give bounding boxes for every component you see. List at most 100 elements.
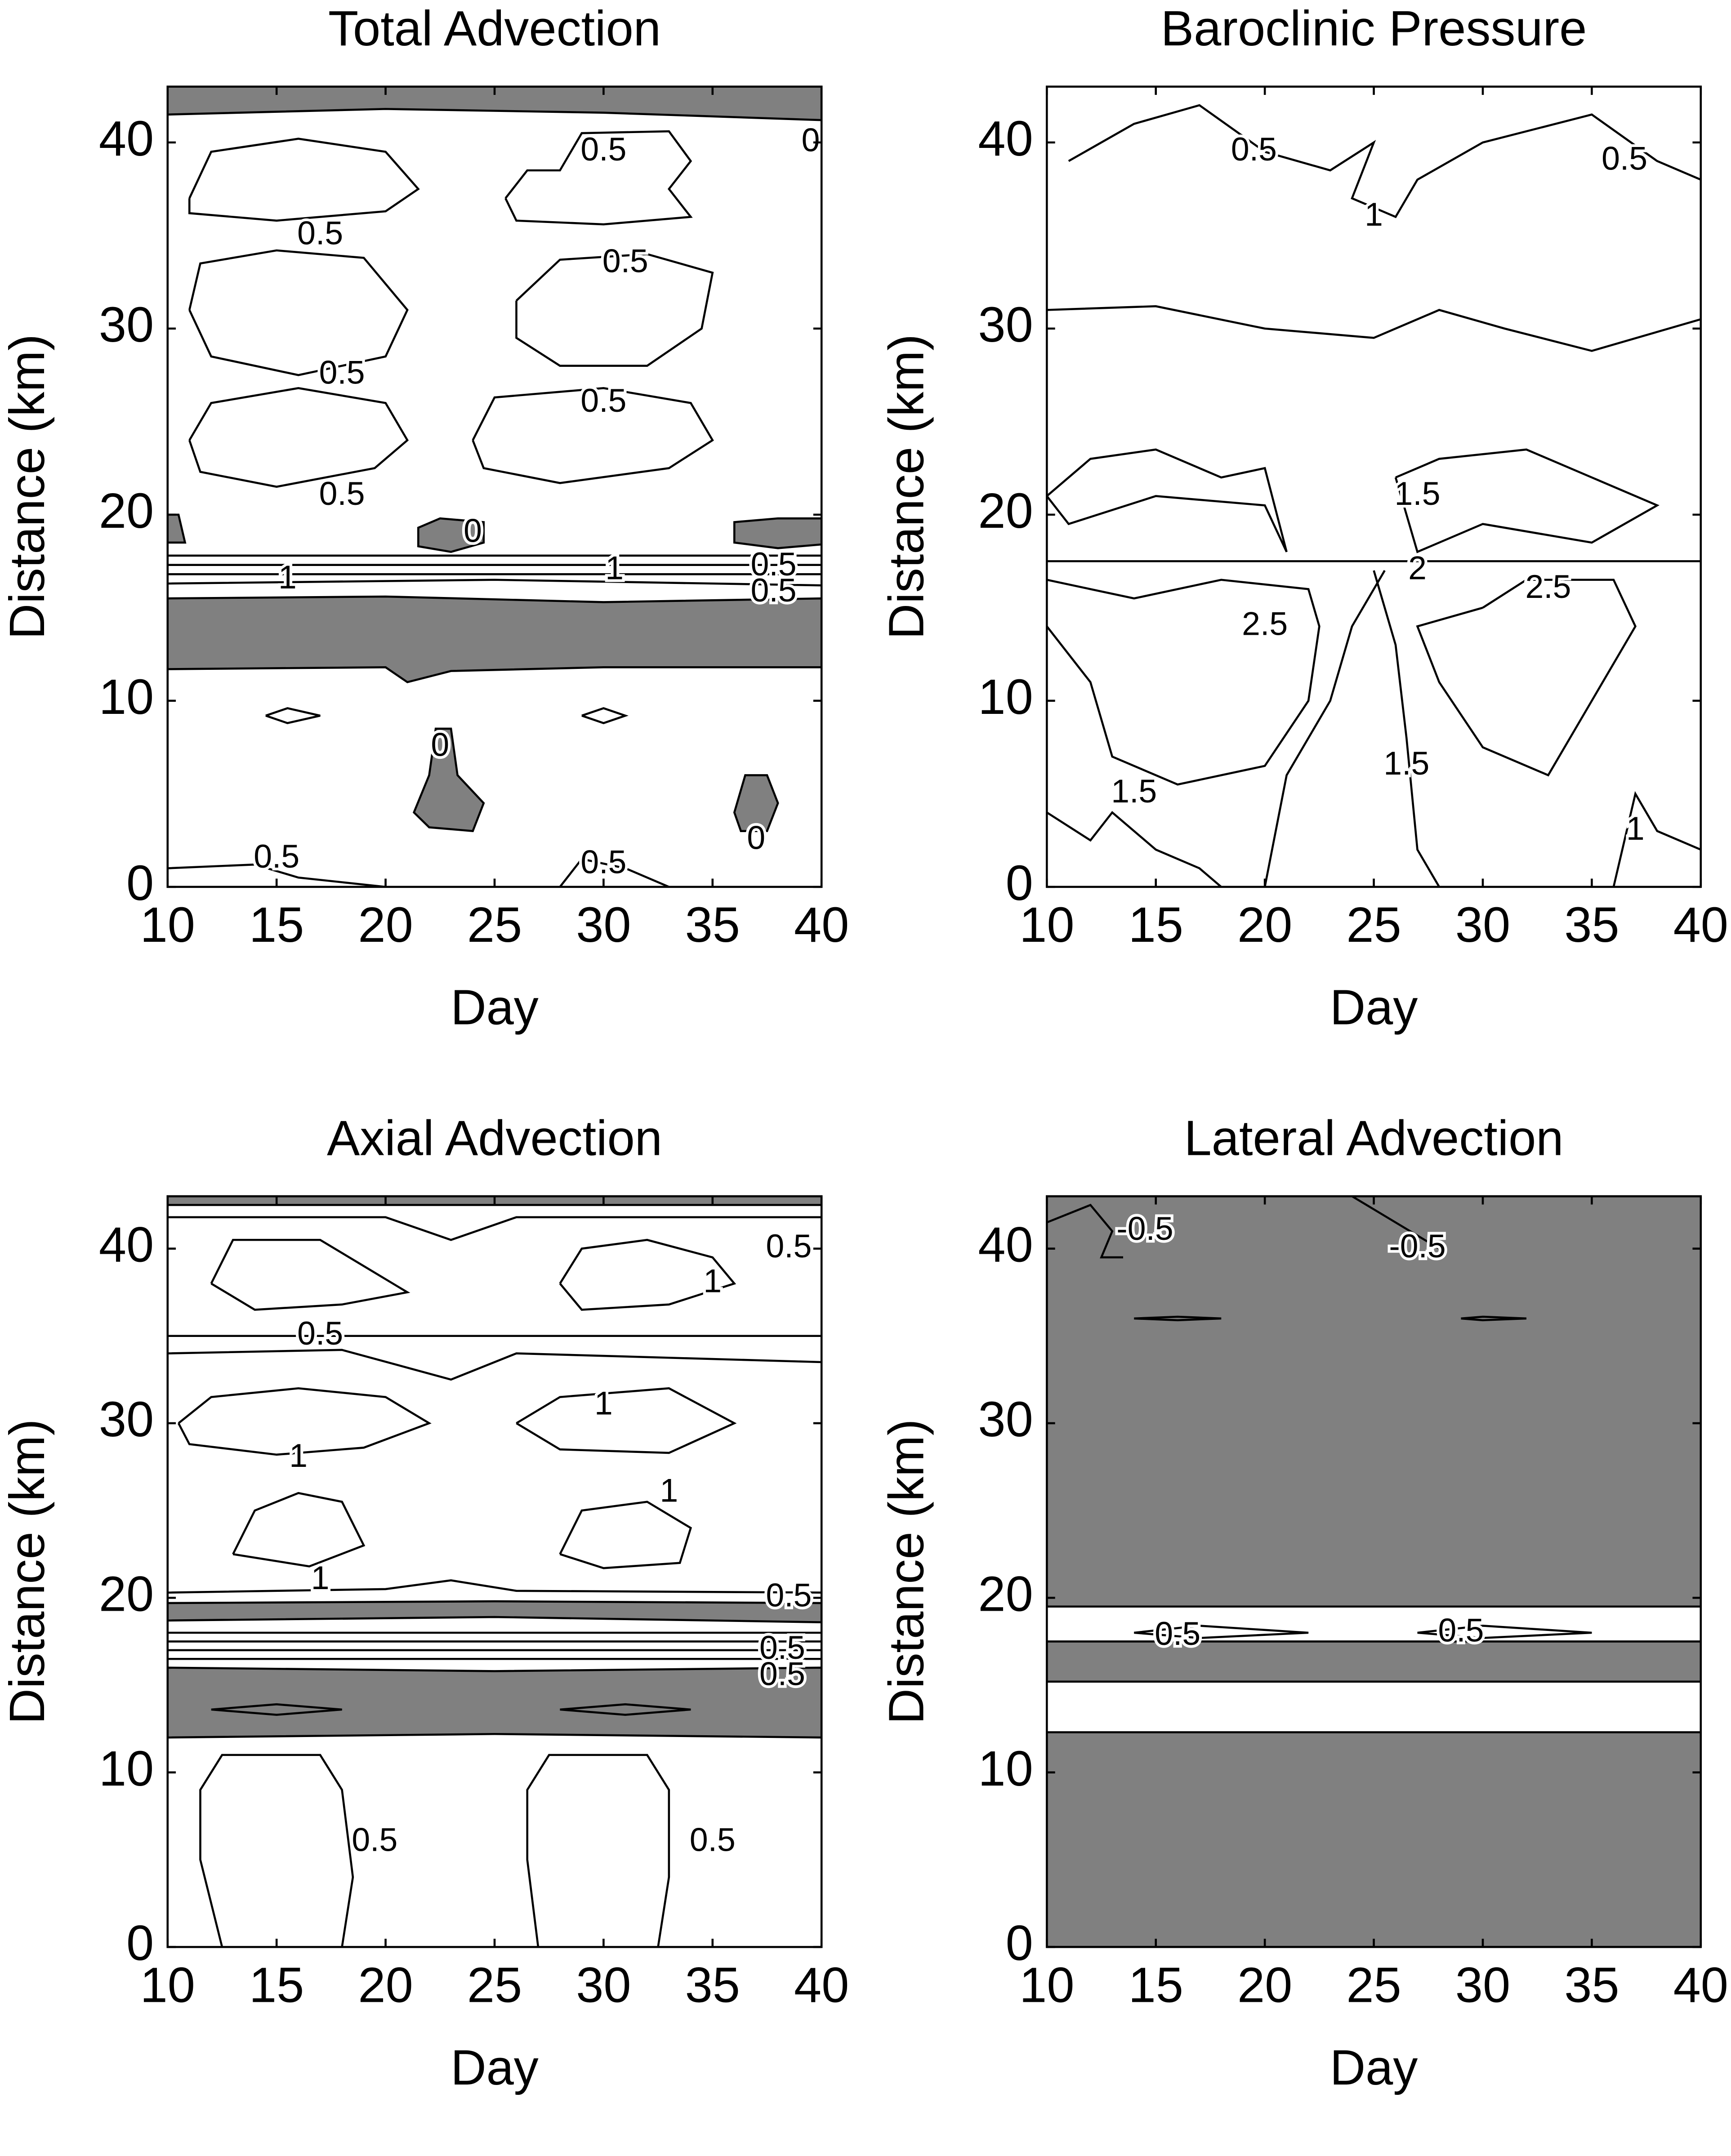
y-tick-label: 40 <box>978 111 1033 166</box>
contour-label: 2.5 <box>1525 568 1571 605</box>
chart-title: Total Advection <box>328 1 661 56</box>
contour-label: 0.5 <box>254 838 299 875</box>
y-tick-label: 40 <box>978 1217 1033 1273</box>
y-tick-label: 10 <box>99 669 154 725</box>
y-tick-label: 30 <box>99 297 154 352</box>
x-tick-label: 40 <box>794 897 849 953</box>
x-tick-label: 10 <box>140 897 195 953</box>
contour-label: -0.5 <box>1389 1228 1445 1265</box>
contour-label: 0.5 <box>751 572 797 609</box>
contour-label: 1.5 <box>1395 475 1441 512</box>
x-tick-label: 20 <box>358 1957 413 2013</box>
y-axis-label: Distance (km) <box>879 1419 934 1724</box>
contour-label: 1 <box>278 559 297 596</box>
plot-background <box>1047 86 1701 887</box>
contour-label: 1 <box>1626 810 1645 847</box>
contour-label: 0.5 <box>319 354 365 391</box>
contour-label: 0 <box>747 820 765 856</box>
contour-label: 0 <box>431 726 449 763</box>
contour-label: 2.5 <box>1242 606 1288 642</box>
y-tick-label: 30 <box>99 1392 154 1447</box>
contour-label: 0.5 <box>766 1228 812 1265</box>
contour-label: 0.5 <box>1438 1612 1484 1648</box>
x-tick-label: 10 <box>140 1957 195 2013</box>
contour-label: 1 <box>594 1385 613 1421</box>
contour-label: 0.5 <box>1231 131 1277 168</box>
x-tick-label: 35 <box>1564 1957 1619 2013</box>
contour-label: 0.5 <box>759 1655 805 1692</box>
chart-title: Lateral Advection <box>1184 1110 1564 1166</box>
contour-label: 0.5 <box>766 1577 812 1614</box>
y-tick-label: 20 <box>99 1566 154 1621</box>
contour-label: 1 <box>1365 196 1383 233</box>
x-tick-label: 40 <box>1673 1957 1728 2013</box>
contour-line <box>1047 579 1321 786</box>
y-tick-label: 0 <box>1006 855 1033 911</box>
shaded-region <box>1047 1196 1701 1608</box>
contour-label: 2 <box>1408 549 1427 586</box>
contour-line <box>167 579 822 587</box>
contour-label: 1.5 <box>1111 773 1157 810</box>
contour-line <box>188 138 420 222</box>
contour-line <box>265 707 321 724</box>
x-tick-label: 15 <box>1129 897 1183 953</box>
plot-background <box>167 1196 822 1947</box>
contour-label: 0.5 <box>1602 140 1647 177</box>
y-tick-label: 0 <box>126 1915 154 1971</box>
contour-label: 0 <box>802 121 820 158</box>
x-tick-label: 35 <box>685 1957 740 2013</box>
contour-line <box>1417 1625 1592 1639</box>
plot-area: 0.50.50.50.50.50.501 1 0.50.500.5 0.500 <box>167 86 822 887</box>
contour-label: 0.5 <box>580 382 626 419</box>
plot-area: -0.5 -0.5 0.5 0.5 <box>1047 1196 1701 1947</box>
contour-label: 0.5 <box>1155 1615 1200 1652</box>
shaded-region <box>167 86 822 121</box>
y-axis-label: Distance (km) <box>0 1419 55 1724</box>
y-tick-label: 30 <box>978 1392 1033 1447</box>
x-tick-label: 30 <box>576 1957 631 2013</box>
contour-label: 1 <box>660 1472 678 1509</box>
contour-line <box>210 1238 410 1311</box>
plot-area: 0.5 0.5 1 1.5 2 2.5 2.5 1.5 1.5 1 <box>1047 86 1701 887</box>
x-tick-label: 20 <box>1237 1957 1292 2013</box>
contour-line <box>199 1754 354 1947</box>
contour-line <box>1351 1196 1440 1250</box>
contour-label: -0.5 <box>1116 1210 1173 1247</box>
x-tick-label: 30 <box>1455 1957 1510 2013</box>
y-tick-label: 10 <box>99 1741 154 1796</box>
y-tick-label: 10 <box>978 669 1033 725</box>
contour-line <box>188 387 409 488</box>
y-tick-label: 40 <box>99 1217 154 1273</box>
chart-title: Baroclinic Pressure <box>1161 1 1587 56</box>
contour-line <box>559 1238 736 1311</box>
contour-label: 1 <box>289 1437 308 1474</box>
contour-line <box>232 1492 366 1568</box>
contour-label: 0.5 <box>319 475 365 512</box>
x-axis-label: Day <box>1330 980 1418 1035</box>
x-tick-label: 10 <box>1019 897 1074 953</box>
contour-line <box>1047 811 1222 887</box>
x-axis-label: Day <box>451 2040 539 2095</box>
shaded-region <box>167 1666 822 1739</box>
x-tick-label: 15 <box>249 897 304 953</box>
shaded-region <box>417 517 485 553</box>
contour-line <box>1068 104 1701 218</box>
contour-line <box>1134 1315 1222 1322</box>
contour-label: 0 <box>464 512 482 549</box>
y-tick-label: 20 <box>978 483 1033 539</box>
contour-line <box>1263 570 1386 887</box>
contour-line <box>188 249 409 376</box>
contour-line <box>559 858 669 887</box>
shaded-region <box>167 513 187 544</box>
contour-label: 1 <box>703 1263 722 1300</box>
contour-line <box>177 1387 432 1456</box>
x-tick-label: 30 <box>576 897 631 953</box>
plot-background <box>167 86 822 887</box>
contour-line <box>1416 579 1637 777</box>
contour-line <box>1461 1315 1527 1322</box>
contour-line <box>559 1501 692 1569</box>
contour-line <box>1394 448 1660 553</box>
x-tick-label: 35 <box>1564 897 1619 953</box>
